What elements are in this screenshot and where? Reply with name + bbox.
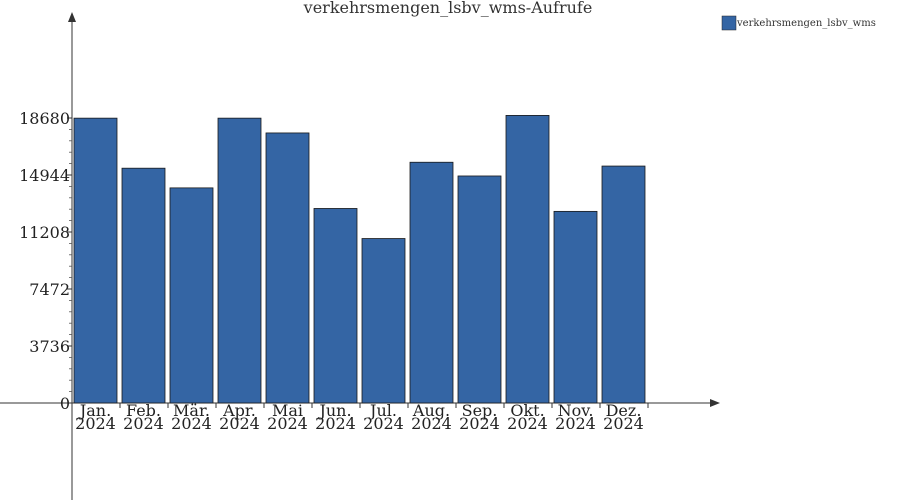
bar (457, 175, 502, 404)
x-tick-label-month: Dez. (606, 401, 642, 420)
bar (409, 161, 454, 404)
x-tick-label-year: 2024 (411, 414, 452, 433)
bar (553, 210, 598, 404)
bar (361, 238, 406, 404)
y-axis-arrow (68, 12, 76, 22)
x-tick-label-month: Okt. (510, 401, 544, 420)
x-tick-label-month: Apr. (222, 401, 256, 420)
y-tick-label: 7472 (29, 280, 70, 299)
x-tick-label-month: Mär. (173, 401, 210, 420)
bar (169, 187, 214, 404)
x-tick-label-year: 2024 (459, 414, 500, 433)
y-tick-label: 18680 (19, 109, 70, 128)
chart-title: verkehrsmengen_lsbv_wms-Aufrufe (303, 0, 593, 17)
bar (73, 117, 118, 404)
x-tick-label-year: 2024 (123, 414, 164, 433)
x-tick-label-year: 2024 (75, 414, 116, 433)
x-tick-label-year: 2024 (219, 414, 260, 433)
bar (217, 117, 262, 404)
legend-label: verkehrsmengen_lsbv_wms (736, 18, 876, 29)
x-tick-label-year: 2024 (315, 414, 356, 433)
bar (601, 165, 646, 404)
x-tick-label-month: Jun. (317, 401, 351, 420)
x-tick-label-month: Sep. (462, 401, 498, 420)
y-tick-label: 0 (60, 394, 70, 413)
legend: verkehrsmengen_lsbv_wms (721, 15, 876, 31)
bar (121, 167, 166, 404)
x-axis-arrow (710, 399, 720, 407)
x-tick-label-year: 2024 (507, 414, 548, 433)
x-tick-label-year: 2024 (363, 414, 404, 433)
x-tick-label-year: 2024 (603, 414, 644, 433)
y-tick-label: 3736 (29, 337, 70, 356)
bar (505, 115, 550, 404)
x-tick-label-month: Mai (272, 401, 303, 420)
x-tick-label-month: Feb. (126, 401, 161, 420)
x-tick-label-month: Jan. (78, 401, 111, 420)
legend-swatch (721, 15, 737, 31)
bar (265, 132, 310, 404)
bar (313, 208, 358, 404)
x-tick-label-year: 2024 (171, 414, 212, 433)
x-tick-label-year: 2024 (555, 414, 596, 433)
x-tick-label-year: 2024 (267, 414, 308, 433)
y-tick-label: 11208 (19, 223, 70, 242)
y-tick-label: 14944 (19, 166, 70, 185)
ticks: 037367472112081494418680Jan.2024Feb.2024… (19, 109, 649, 433)
x-tick-label-month: Nov. (558, 401, 594, 420)
x-tick-label-month: Jul. (368, 401, 397, 420)
bars (73, 115, 646, 404)
x-tick-label-month: Aug. (412, 401, 450, 420)
